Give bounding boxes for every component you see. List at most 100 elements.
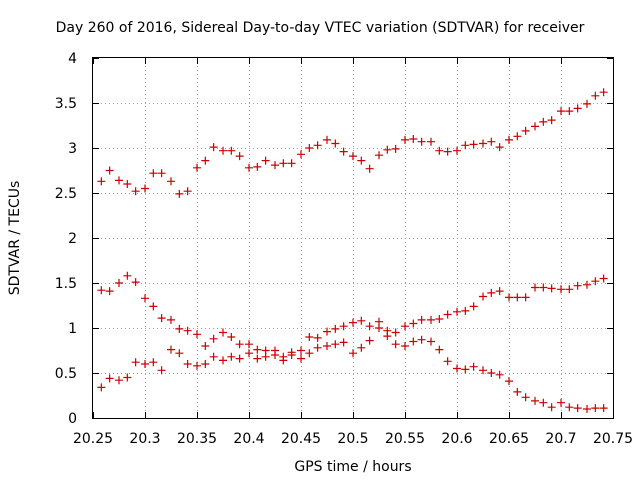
series-middle [97, 271, 608, 361]
data-point [183, 360, 192, 368]
data-point [531, 122, 539, 131]
data-point [435, 345, 444, 354]
data-point [479, 366, 487, 375]
data-point [227, 146, 236, 155]
data-point [513, 293, 522, 302]
data-point [469, 302, 478, 311]
data-point [487, 288, 496, 297]
data-point [391, 144, 400, 153]
data-point [357, 343, 366, 352]
data-point [599, 88, 608, 97]
x-axis-tick-labels: 20.25 20.3 20.35 20.4 20.45 20.5 20.55 20.6 20.6… [73, 431, 633, 447]
data-point [149, 358, 158, 367]
data-point [167, 345, 175, 354]
x-tick-label: 20.7 [545, 431, 576, 447]
data-point [539, 117, 548, 126]
data-point [557, 398, 565, 407]
data-point [131, 358, 140, 367]
data-point [391, 328, 400, 337]
data-point [297, 354, 305, 363]
data-point [331, 139, 340, 148]
data-point [227, 333, 236, 341]
y-tick-label: 1.5 [55, 276, 77, 292]
data-point [167, 177, 175, 186]
data-point [235, 152, 244, 161]
data-point [131, 278, 140, 287]
y-tick-label: 2.5 [55, 186, 77, 202]
data-point [599, 404, 608, 413]
series-upper [97, 88, 608, 198]
data-point [105, 374, 114, 383]
data-point [487, 137, 496, 146]
data-point [261, 156, 270, 165]
data-point [583, 99, 591, 108]
data-point [599, 274, 608, 283]
data-point [305, 144, 314, 152]
chart-title: Day 260 of 2016, Sidereal Day-to-day VTE… [56, 20, 585, 36]
data-point [565, 107, 574, 116]
y-axis-tick-labels: 0 0.5 1 1.5 2 2.5 3 3.5 4 [55, 51, 77, 427]
data-point [349, 318, 357, 327]
data-point [565, 285, 574, 294]
data-point [531, 283, 539, 292]
data-point [193, 361, 201, 370]
data-point [505, 135, 513, 144]
data-point [453, 307, 461, 316]
data-point [583, 280, 591, 289]
data-point [209, 334, 218, 343]
data-point [417, 335, 426, 344]
y-tick-label: 1 [68, 321, 77, 337]
data-point [253, 354, 262, 363]
data-point [443, 310, 452, 319]
data-point [521, 126, 530, 135]
data-point [573, 104, 582, 113]
data-point [357, 316, 366, 325]
series-lower [97, 324, 608, 413]
data-point [409, 319, 418, 328]
x-tick-label: 20.4 [233, 431, 264, 447]
data-point [227, 352, 236, 361]
data-point [201, 360, 210, 368]
data-point [123, 180, 132, 188]
data-point [469, 362, 478, 371]
x-tick-label: 20.5 [337, 431, 368, 447]
data-point [141, 360, 149, 368]
data-point [115, 176, 123, 185]
data-point [427, 337, 435, 346]
data-point [97, 177, 106, 186]
data-point [183, 187, 192, 196]
grid-lines [93, 58, 613, 418]
data-point [391, 340, 400, 349]
data-point [573, 404, 582, 413]
data-point [115, 376, 123, 385]
data-point [339, 147, 348, 156]
x-tick-label: 20.3 [129, 431, 160, 447]
data-point [583, 405, 591, 413]
data-point [401, 135, 409, 144]
data-point [383, 332, 392, 341]
plot-frame [92, 57, 614, 419]
data-point [461, 306, 470, 315]
x-tick-label: 20.75 [593, 431, 633, 447]
data-point [323, 327, 331, 336]
x-tick-label: 20.45 [281, 431, 321, 447]
data-point [531, 396, 539, 405]
data-point [297, 346, 305, 355]
data-point [219, 328, 227, 337]
data-point [547, 284, 556, 293]
data-point [547, 116, 556, 125]
data-point [331, 324, 340, 333]
data-point [349, 152, 357, 161]
data-point [131, 187, 140, 196]
data-point [375, 324, 383, 332]
data-point [235, 354, 244, 363]
x-tick-label: 20.6 [441, 431, 472, 447]
data-point [573, 281, 582, 290]
data-point [487, 369, 496, 377]
data-point [245, 340, 253, 349]
data-point [323, 135, 331, 144]
data-point [141, 294, 149, 303]
data-point [479, 292, 487, 301]
data-point [427, 137, 435, 146]
data-point [409, 337, 418, 346]
